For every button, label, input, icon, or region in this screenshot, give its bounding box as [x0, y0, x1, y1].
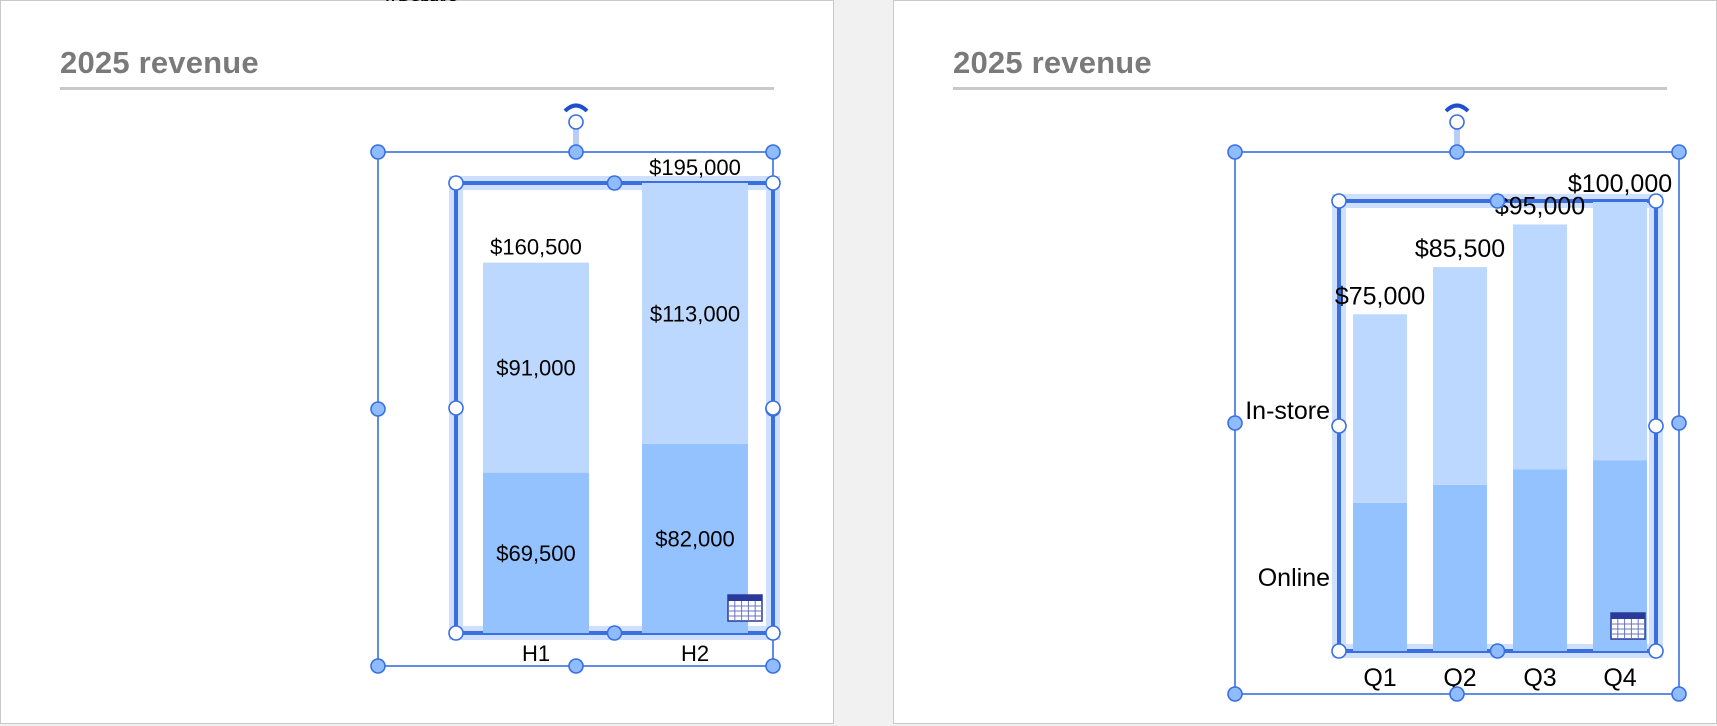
inner-resize-handle[interactable]: [1331, 418, 1347, 434]
bar-online-h2[interactable]: [642, 183, 748, 444]
resize-handle[interactable]: [370, 401, 386, 417]
series-label-online: Online: [1258, 564, 1330, 592]
resize-handle[interactable]: [568, 144, 584, 160]
table-edit-icon[interactable]: [727, 594, 763, 622]
bar-online-q4[interactable]: [1593, 202, 1647, 461]
resize-handle[interactable]: [1671, 686, 1687, 702]
bar-online-q3[interactable]: [1513, 224, 1567, 470]
inner-resize-handle[interactable]: [1648, 193, 1664, 209]
category-axis-label: H1: [522, 641, 550, 666]
category-axis-label: Q4: [1603, 664, 1636, 692]
revenue-chart-halves[interactable]: $69,500 $91,000 $160,500 H1 $82,000 $113,000 $…: [1, 0, 835, 725]
rotate-handle[interactable]: [568, 114, 584, 130]
resize-handle[interactable]: [606, 625, 623, 641]
resize-handle[interactable]: [1227, 686, 1243, 702]
slide-title[interactable]: 2025 revenue: [60, 45, 259, 80]
slide-title[interactable]: 2025 revenue: [953, 45, 1152, 80]
category-axis-label: Q3: [1523, 664, 1556, 692]
total-data-label: $85,500: [1415, 235, 1505, 263]
bar-online-q1[interactable]: [1353, 314, 1407, 503]
table-edit-icon[interactable]: [1610, 612, 1646, 640]
inner-resize-handle[interactable]: [765, 175, 781, 191]
inner-resize-handle[interactable]: [1648, 643, 1664, 659]
inner-resize-handle[interactable]: [448, 175, 464, 191]
total-data-label: $75,000: [1335, 282, 1425, 310]
segment-data-label: $91,000: [496, 356, 576, 381]
rotate-icon[interactable]: [563, 103, 589, 113]
resize-handle[interactable]: [1489, 193, 1506, 209]
bar-online-q2[interactable]: [1433, 267, 1487, 485]
resize-handle[interactable]: [1449, 144, 1465, 160]
resize-handle[interactable]: [370, 144, 386, 160]
bar-in-store-h1[interactable]: [483, 472, 589, 633]
inner-resize-handle[interactable]: [1648, 418, 1664, 434]
total-data-label: $95,000: [1495, 192, 1585, 220]
resize-handle[interactable]: [765, 144, 781, 160]
revenue-chart-quarters[interactable]: $75,000Q1$85,500Q2$95,000Q3$100,000Q4In-…: [894, 1, 1717, 725]
resize-handle[interactable]: [370, 658, 386, 674]
table-icon-header: [1611, 613, 1645, 619]
resize-handle[interactable]: [1227, 415, 1243, 431]
inner-resize-handle[interactable]: [1331, 193, 1347, 209]
resize-handle[interactable]: [1489, 643, 1506, 659]
category-axis-label: Q1: [1363, 664, 1396, 692]
rotate-icon[interactable]: [1444, 103, 1470, 113]
title-underline: [953, 87, 1667, 90]
series-label-online: Online: [395, 0, 459, 6]
bar-in-store-q3[interactable]: [1513, 469, 1567, 651]
resize-handle[interactable]: [1449, 686, 1465, 702]
resize-handle[interactable]: [765, 658, 781, 674]
segment-data-label: $113,000: [650, 301, 740, 326]
resize-handle[interactable]: [1227, 144, 1243, 160]
inner-resize-handle[interactable]: [1331, 643, 1347, 659]
series-label-in-store: In-store: [384, 0, 459, 6]
segment-data-label: $82,000: [655, 526, 735, 551]
resize-handle[interactable]: [1671, 415, 1687, 431]
total-data-label: $160,500: [490, 235, 582, 260]
series-label-in-store: In-store: [1245, 397, 1330, 425]
category-axis-label: H2: [681, 641, 709, 666]
bar-in-store-q1[interactable]: [1353, 502, 1407, 651]
resize-handle[interactable]: [568, 658, 584, 674]
inner-resize-handle[interactable]: [765, 625, 781, 641]
inner-resize-handle[interactable]: [448, 625, 464, 641]
slide-1[interactable]: 2025 revenue $69,500 $91,000 $160,500 H1 $82…: [0, 0, 834, 724]
rotate-handle[interactable]: [1449, 114, 1465, 130]
bar-in-store-q2[interactable]: [1433, 484, 1487, 651]
resize-handle[interactable]: [1671, 144, 1687, 160]
segment-data-label: $69,500: [496, 541, 576, 566]
inner-resize-handle[interactable]: [765, 400, 781, 416]
slide-2[interactable]: 2025 revenue $75,000 Q1 $85,500 Q2 $95,000 Q3…: [893, 0, 1717, 724]
inner-resize-handle[interactable]: [448, 400, 464, 416]
table-icon-header: [728, 595, 762, 601]
title-underline: [60, 87, 774, 90]
bar-online-h1[interactable]: [483, 262, 589, 473]
total-data-label: $195,000: [649, 155, 741, 180]
resize-handle[interactable]: [606, 175, 623, 191]
